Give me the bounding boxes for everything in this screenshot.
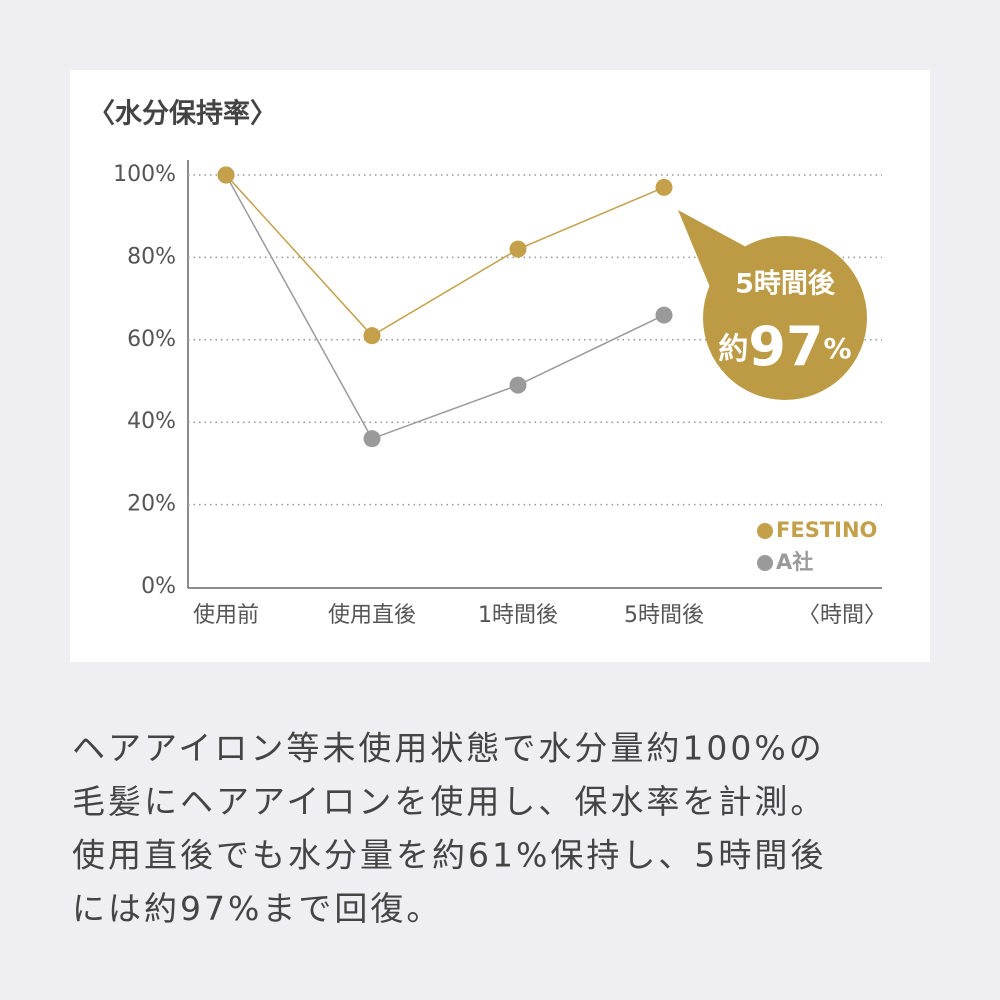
x-tick-label: 使用直後	[328, 603, 416, 628]
x-axis-label: 〈時間〉	[798, 603, 886, 628]
annotation-label: 5時間後	[735, 269, 836, 300]
x-tick-label: 5時間後	[624, 603, 704, 628]
y-tick-label: 80%	[127, 244, 176, 269]
bubble	[703, 236, 867, 400]
data-point	[363, 430, 381, 448]
x-tick-label: 1時間後	[478, 603, 558, 628]
caption: ヘアアイロン等未使用状態で水分量約100%の毛髪にヘアアイロンを使用し、保水率を…	[72, 729, 826, 929]
series-line	[225, 174, 665, 440]
chart-title: 〈水分保持率〉	[88, 98, 277, 130]
data-point	[655, 306, 673, 324]
y-tick-label: 60%	[127, 327, 176, 352]
legend-marker	[757, 555, 773, 571]
y-tick-label: 40%	[127, 409, 176, 434]
series-line	[225, 174, 665, 337]
legend-label: FESTINO	[776, 518, 877, 542]
x-tick-label: 使用前	[193, 603, 259, 628]
y-tick-label: 100%	[113, 162, 176, 187]
caption-line: 毛髪にヘアアイロンを使用し、保水率を計測。	[72, 782, 826, 821]
data-point	[363, 327, 381, 345]
y-tick-label: 20%	[127, 492, 176, 517]
data-point	[655, 178, 673, 196]
annotation-value-text: 約97%	[718, 315, 851, 378]
data-point	[217, 166, 235, 184]
annotation-prefix: 約	[718, 332, 748, 367]
plot: 0% 20% 40% 60% 80% 100% 使用前 使用直後 1時間後 5時間後 FESTINO…	[113, 162, 882, 628]
data-point	[509, 376, 527, 394]
bubble-pointer	[678, 210, 748, 292]
annotation-unit: %	[824, 332, 852, 365]
annotation: 5時間後 約97%	[678, 210, 867, 400]
y-tick-label: 0%	[141, 574, 176, 599]
legend-marker	[757, 523, 773, 539]
caption-line: には約97%まで回復。	[72, 889, 442, 928]
data-point	[509, 240, 527, 258]
caption-line: 使用直後でも水分量を約61%保持し、5時間後	[72, 836, 826, 875]
legend-label: A社	[776, 550, 813, 574]
caption-line: ヘアアイロン等未使用状態で水分量約100%の	[72, 729, 825, 768]
annotation-value: 97	[748, 315, 823, 378]
